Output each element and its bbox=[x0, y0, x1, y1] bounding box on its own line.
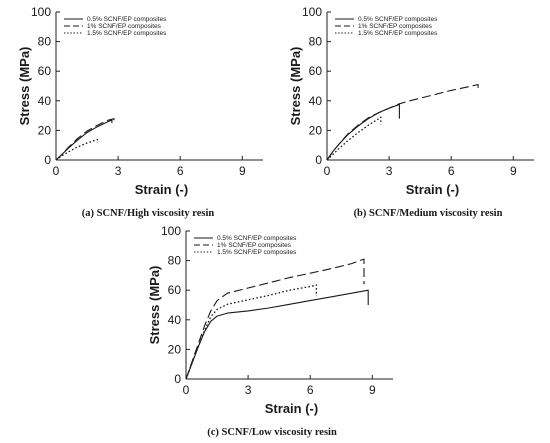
series-line-2 bbox=[55, 118, 115, 161]
legend-label-1: 0.5% SCNF/EP composites bbox=[217, 235, 297, 242]
y-tick-label: 100 bbox=[302, 5, 322, 19]
y-tick-label: 80 bbox=[309, 35, 323, 49]
y-tick-label: 20 bbox=[38, 123, 52, 137]
y-axis-title: Stress (MPa) bbox=[147, 266, 162, 345]
y-tick-label: 40 bbox=[38, 94, 52, 108]
series-line-1 bbox=[326, 103, 400, 161]
x-tick-label: 3 bbox=[115, 164, 122, 178]
y-axis-title: Stress (MPa) bbox=[288, 47, 303, 126]
legend-label-3: 1.5% SCNF/EP composites bbox=[358, 30, 438, 37]
chart-panel-1: 0 20 40 60 80 100 0 3 6 9 Strain (-) Stress (MPa) 0.… bbox=[17, 5, 263, 219]
y-tick-label: 60 bbox=[309, 64, 323, 78]
x-tick-label: 0 bbox=[53, 164, 60, 178]
series-line-1 bbox=[185, 289, 369, 380]
x-tick-label: 6 bbox=[448, 164, 455, 178]
legend-label-2: 1% SCNF/EP composites bbox=[217, 242, 292, 249]
x-tick-label: 0 bbox=[183, 383, 190, 397]
x-tick-label: 9 bbox=[510, 164, 517, 178]
series-line-2 bbox=[326, 83, 479, 161]
series-line-3 bbox=[185, 284, 318, 380]
legend-label-2: 1% SCNF/EP composites bbox=[358, 23, 433, 30]
panel-caption: (b) SCNF/Medium viscosity resin bbox=[354, 208, 503, 219]
x-tick-label: 3 bbox=[386, 164, 393, 178]
x-axis-title: Strain (-) bbox=[135, 182, 188, 197]
x-tick-label: 9 bbox=[239, 164, 246, 178]
y-tick-label: 100 bbox=[161, 224, 181, 238]
chart-panel-3: 0 20 40 60 80 100 0 3 6 9 Strain (-) Stress (MPa) 0.… bbox=[147, 224, 393, 438]
panel-caption: (c) SCNF/Low viscosity resin bbox=[207, 427, 337, 438]
x-tick-label: 0 bbox=[324, 164, 331, 178]
legend-label-1: 0.5% SCNF/EP composites bbox=[87, 16, 167, 23]
y-axis-title: Stress (MPa) bbox=[17, 47, 32, 126]
series-line-3 bbox=[326, 116, 382, 161]
y-tick-label: 80 bbox=[38, 35, 52, 49]
x-tick-label: 3 bbox=[245, 383, 252, 397]
y-tick-label: 0 bbox=[174, 372, 181, 386]
y-tick-label: 0 bbox=[44, 153, 51, 167]
y-tick-label: 60 bbox=[168, 283, 182, 297]
y-tick-label: 60 bbox=[38, 64, 52, 78]
chart-panel-2: 0 20 40 60 80 100 0 3 6 9 Strain (-) Stress (MPa) 0.… bbox=[288, 5, 534, 219]
x-tick-label: 9 bbox=[369, 383, 376, 397]
panel-caption: (a) SCNF/High viscosity resin bbox=[82, 208, 215, 219]
y-tick-label: 0 bbox=[315, 153, 322, 167]
x-axis-title: Strain (-) bbox=[265, 401, 318, 416]
y-tick-label: 20 bbox=[168, 342, 182, 356]
y-tick-label: 100 bbox=[31, 5, 51, 19]
series-line-3 bbox=[55, 138, 99, 161]
legend-label-3: 1.5% SCNF/EP composites bbox=[87, 30, 167, 37]
series-line-1 bbox=[55, 119, 113, 161]
series-line-2 bbox=[185, 258, 365, 380]
x-tick-label: 6 bbox=[307, 383, 314, 397]
legend-label-3: 1.5% SCNF/EP composites bbox=[217, 249, 297, 256]
legend-label-1: 0.5% SCNF/EP composites bbox=[358, 16, 438, 23]
y-tick-label: 20 bbox=[309, 123, 323, 137]
y-tick-label: 40 bbox=[309, 94, 323, 108]
y-tick-label: 40 bbox=[168, 313, 182, 327]
y-tick-label: 80 bbox=[168, 254, 182, 268]
x-tick-label: 6 bbox=[177, 164, 184, 178]
legend-label-2: 1% SCNF/EP composites bbox=[87, 23, 162, 30]
x-axis-title: Strain (-) bbox=[406, 182, 459, 197]
